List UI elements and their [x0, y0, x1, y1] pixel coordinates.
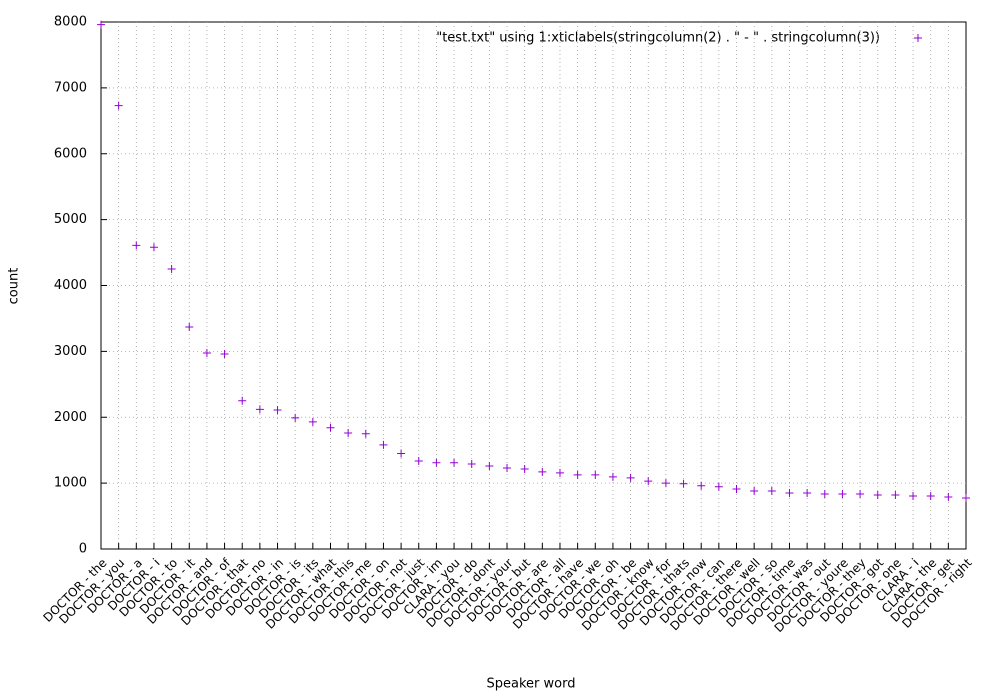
point — [432, 458, 441, 467]
point — [573, 470, 582, 479]
point — [926, 491, 935, 500]
point — [962, 493, 970, 502]
y-axis-label: count — [7, 268, 22, 305]
point — [856, 489, 865, 498]
point — [732, 485, 741, 494]
y-tick-label: 4000 — [54, 278, 87, 293]
point — [767, 487, 776, 496]
point — [132, 241, 141, 250]
point — [114, 101, 123, 110]
point — [608, 472, 617, 481]
point — [555, 468, 564, 477]
point — [750, 487, 759, 496]
y-tick-label: 3000 — [54, 344, 87, 359]
y-tick-label: 6000 — [54, 146, 87, 161]
y-tick-label: 0 — [79, 542, 87, 557]
point — [697, 481, 706, 490]
point — [714, 482, 723, 491]
y-tick-label: 8000 — [54, 15, 87, 30]
point — [626, 473, 635, 482]
point — [97, 20, 105, 29]
point — [397, 449, 406, 458]
point — [644, 477, 653, 486]
legend-label: "test.txt" using 1:xticlabels(stringcolu… — [436, 31, 880, 46]
point — [291, 413, 300, 422]
point — [803, 489, 812, 498]
point — [485, 461, 494, 470]
point — [785, 489, 794, 498]
point — [238, 396, 247, 405]
x-axis-label: Speaker word — [487, 677, 576, 692]
point — [503, 463, 512, 472]
point — [538, 467, 547, 476]
point — [167, 265, 176, 274]
point — [467, 460, 476, 469]
point — [820, 489, 829, 498]
point — [149, 243, 158, 252]
point — [891, 490, 900, 499]
point — [273, 406, 282, 415]
point — [450, 458, 459, 467]
point — [344, 429, 353, 438]
point — [326, 423, 335, 432]
point — [944, 492, 953, 501]
point — [679, 479, 688, 488]
point — [873, 490, 882, 499]
y-tick-label: 1000 — [54, 476, 87, 491]
point — [308, 417, 317, 426]
point — [414, 457, 423, 466]
point — [220, 350, 229, 359]
point — [361, 429, 370, 438]
point — [379, 440, 388, 449]
point — [838, 489, 847, 498]
point — [255, 405, 264, 414]
y-tick-label: 7000 — [54, 80, 87, 95]
y-tick-label: 2000 — [54, 410, 87, 425]
point — [185, 323, 194, 332]
point — [520, 464, 529, 473]
point — [909, 491, 918, 500]
point — [591, 470, 600, 479]
point — [661, 479, 670, 488]
legend-marker — [914, 34, 922, 42]
y-tick-label: 5000 — [54, 212, 87, 227]
point — [202, 349, 211, 358]
